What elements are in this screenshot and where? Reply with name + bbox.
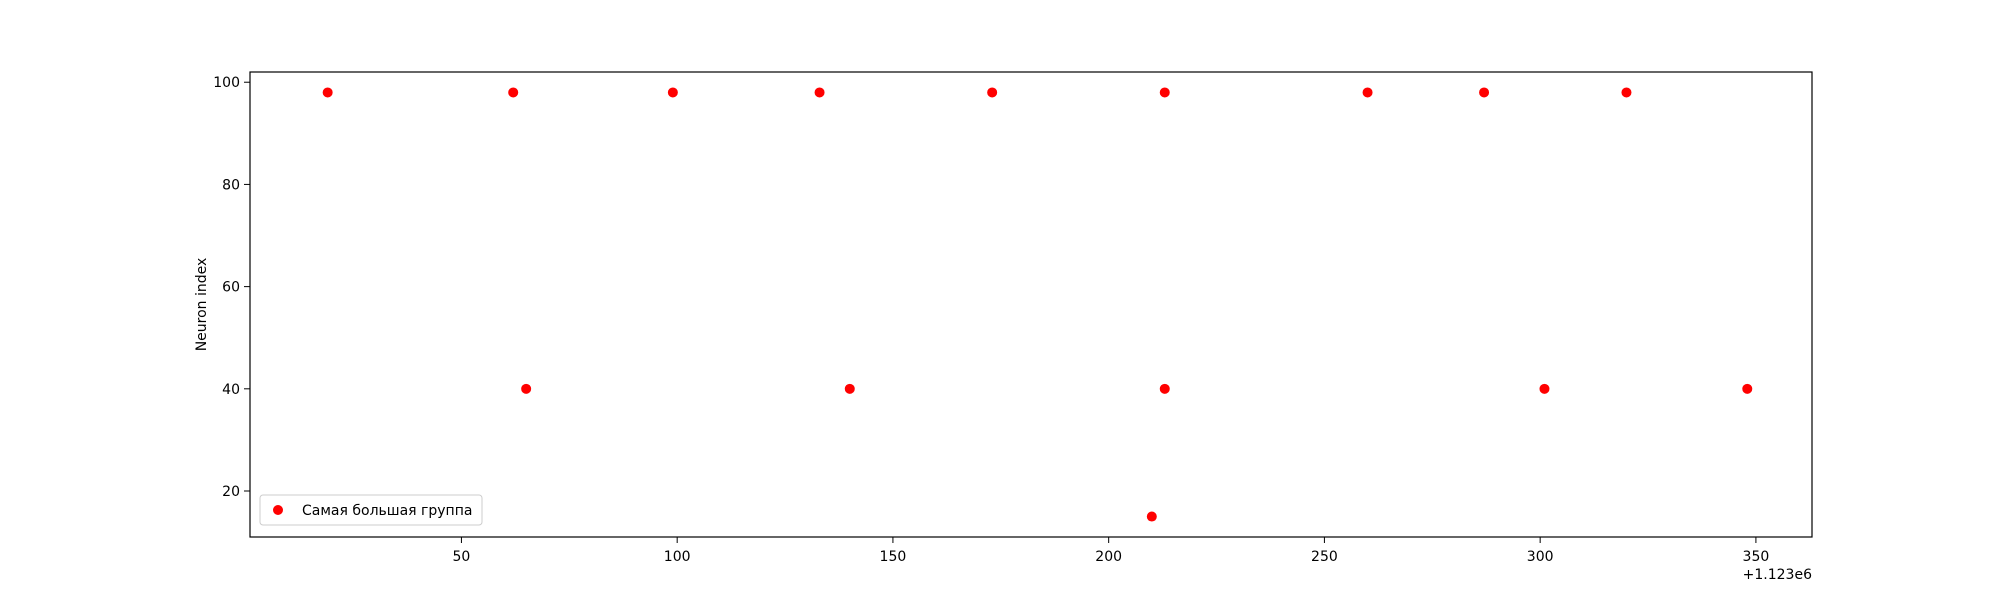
data-point [1539, 383, 1550, 394]
x-tick-label: 50 [453, 549, 471, 565]
data-point [521, 383, 532, 394]
y-tick-label: 80 [222, 177, 240, 193]
data-points [322, 87, 1753, 522]
x-axis-offset-label: +1.123e6 [1743, 567, 1812, 583]
plot-frame [249, 71, 1813, 538]
x-tick-label: 100 [664, 549, 691, 565]
x-tick-label: 350 [1743, 549, 1770, 565]
data-point [1146, 511, 1157, 522]
x-tick-label: 300 [1527, 549, 1554, 565]
data-point [814, 87, 825, 98]
data-point [1362, 87, 1373, 98]
data-point [1159, 87, 1170, 98]
legend-marker [273, 505, 283, 515]
legend: Самая большая группа [259, 494, 483, 526]
data-point [1621, 87, 1632, 98]
plot-area [250, 72, 1812, 537]
x-axis: 50 100 150 200 250 300 350 [453, 537, 1770, 565]
x-tick-label: 200 [1095, 549, 1122, 565]
data-point [987, 87, 998, 98]
data-point [508, 87, 519, 98]
legend-label: Самая большая группа [302, 503, 472, 519]
y-tick-label: 100 [213, 75, 240, 91]
y-axis: 20 40 60 80 100 [213, 75, 250, 500]
y-tick-label: 60 [222, 280, 240, 296]
y-tick-label: 20 [222, 484, 240, 500]
y-tick-label: 40 [222, 382, 240, 398]
data-point [667, 87, 678, 98]
data-point [1742, 383, 1753, 394]
data-point [322, 87, 333, 98]
x-tick-label: 150 [880, 549, 907, 565]
data-point [1159, 383, 1170, 394]
x-tick-label: 250 [1311, 549, 1338, 565]
y-axis-label: Neuron index [194, 258, 210, 352]
legend-box [259, 494, 483, 526]
data-point [1479, 87, 1490, 98]
data-point [844, 383, 855, 394]
